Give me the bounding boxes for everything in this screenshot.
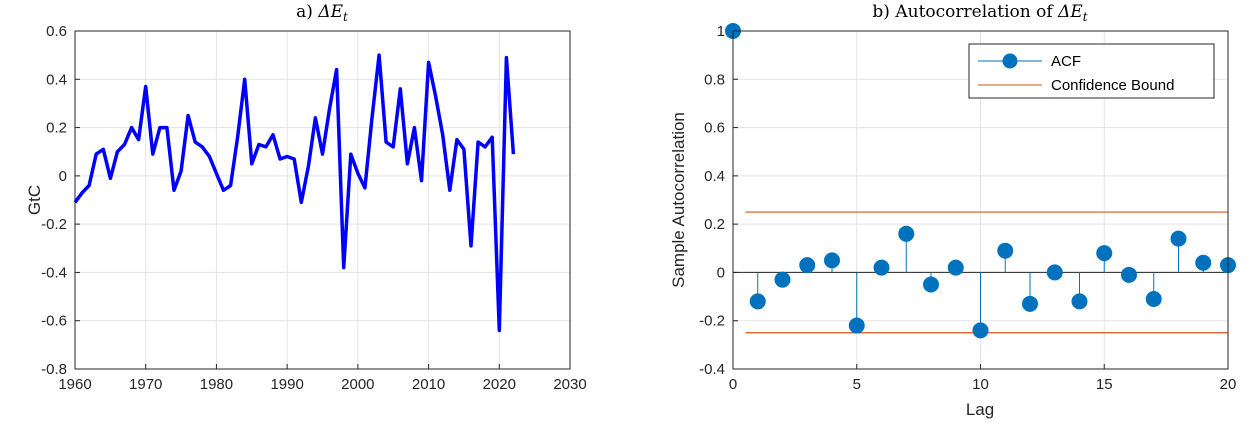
chart-panel-a: 1960 1970 1980 1990 2000 2010 2020 2030 -0.8-0.… bbox=[25, 2, 587, 393]
acf-marker bbox=[749, 293, 766, 310]
b-xtick-label: 5 bbox=[853, 376, 861, 393]
acf-marker bbox=[848, 317, 865, 334]
y-axis-label-b: Sample Autocorrelation bbox=[669, 112, 688, 288]
acf-marker bbox=[1170, 230, 1187, 247]
a-xtick-label: 1980 bbox=[200, 376, 233, 393]
chart-title-a: a) ΔEt bbox=[296, 2, 348, 24]
b-ytick-label: 0.8 bbox=[704, 71, 725, 88]
acf-marker bbox=[972, 322, 989, 339]
acf-marker bbox=[1121, 266, 1137, 283]
b-ytick-label: 0.2 bbox=[704, 216, 725, 233]
chart-panel-b: 0 5 10 15 20 -0.4 -0.2 0 0.2 0.4 0.6 0.8 1 b) Autoc… bbox=[669, 2, 1236, 419]
b-ytick-label: 0 bbox=[717, 264, 725, 281]
legend-bound-label: Confidence Bound bbox=[1051, 77, 1174, 94]
acf-marker bbox=[1046, 264, 1063, 281]
legend-box bbox=[968, 43, 1215, 99]
x-tick-labels-a: 1960 1970 1980 1990 2000 2010 2020 2030 bbox=[58, 376, 586, 393]
acf-marker bbox=[774, 271, 791, 288]
a-xtick-label: 1960 bbox=[58, 376, 91, 393]
b-ytick-label: 1 bbox=[717, 23, 725, 40]
a-xtick-label: 1990 bbox=[270, 376, 303, 393]
a-ytick-label: -0.6 bbox=[41, 313, 67, 330]
b-xtick-label: 15 bbox=[1096, 376, 1113, 393]
acf-marker bbox=[824, 252, 840, 269]
y-tick-labels-a: -0.8 -0.6 -0.4 -0.2 0 0.2 0.4 0.6 bbox=[41, 23, 67, 378]
acf-marker bbox=[1071, 293, 1088, 310]
a-xtick-label: 2030 bbox=[553, 376, 586, 393]
chart-title-b: b) Autocorrelation of ΔEt bbox=[872, 2, 1087, 24]
acf-marker bbox=[1145, 290, 1162, 307]
a-ytick-label: 0.6 bbox=[46, 23, 67, 40]
b-ytick-label: -0.2 bbox=[699, 313, 725, 330]
acf-marker bbox=[873, 259, 890, 276]
b-ytick-label: 0.4 bbox=[704, 168, 725, 185]
acf-marker bbox=[1022, 295, 1038, 312]
b-xtick-label: 10 bbox=[972, 376, 989, 393]
series-line-a bbox=[73, 53, 516, 333]
acf-marker bbox=[898, 225, 915, 242]
a-xtick-label: 2020 bbox=[483, 376, 516, 393]
acf-marker bbox=[799, 257, 816, 274]
tick-marks-a bbox=[74, 30, 571, 370]
a-ytick-label: 0.4 bbox=[46, 71, 67, 88]
a-xtick-label: 1970 bbox=[129, 376, 162, 393]
a-ytick-label: 0 bbox=[59, 168, 67, 185]
acf-marker bbox=[1195, 254, 1212, 271]
delta-e-line bbox=[73, 53, 516, 333]
b-ytick-label: 0.6 bbox=[704, 120, 725, 137]
y-tick-labels-b: -0.4 -0.2 0 0.2 0.4 0.6 0.8 1 bbox=[699, 23, 725, 378]
a-ytick-label: -0.2 bbox=[41, 216, 67, 233]
legend-acf-marker bbox=[1002, 53, 1018, 69]
b-ytick-label: -0.4 bbox=[699, 361, 725, 378]
a-xtick-label: 2010 bbox=[412, 376, 445, 393]
legend-acf-label: ACF bbox=[1051, 53, 1081, 70]
tick-marks-b bbox=[732, 30, 1229, 370]
plot-area-a bbox=[75, 31, 570, 369]
b-xtick-label: 0 bbox=[729, 376, 737, 393]
y-axis-label-a: GtC bbox=[25, 185, 44, 215]
acf-stems bbox=[725, 23, 1236, 339]
acf-marker bbox=[997, 242, 1014, 259]
acf-marker bbox=[1096, 245, 1113, 262]
acf-marker bbox=[923, 276, 939, 293]
a-ytick-label: 0.2 bbox=[46, 120, 67, 137]
b-xtick-label: 20 bbox=[1220, 376, 1237, 393]
x-axis-label-b: Lag bbox=[966, 400, 994, 419]
a-xtick-label: 2000 bbox=[341, 376, 374, 393]
legend: ACF Confidence Bound bbox=[968, 43, 1215, 99]
a-ytick-label: -0.4 bbox=[41, 264, 67, 281]
x-tick-labels-b: 0 5 10 15 20 bbox=[729, 376, 1237, 393]
a-ytick-label: -0.8 bbox=[41, 361, 67, 378]
acf-marker bbox=[947, 259, 964, 276]
